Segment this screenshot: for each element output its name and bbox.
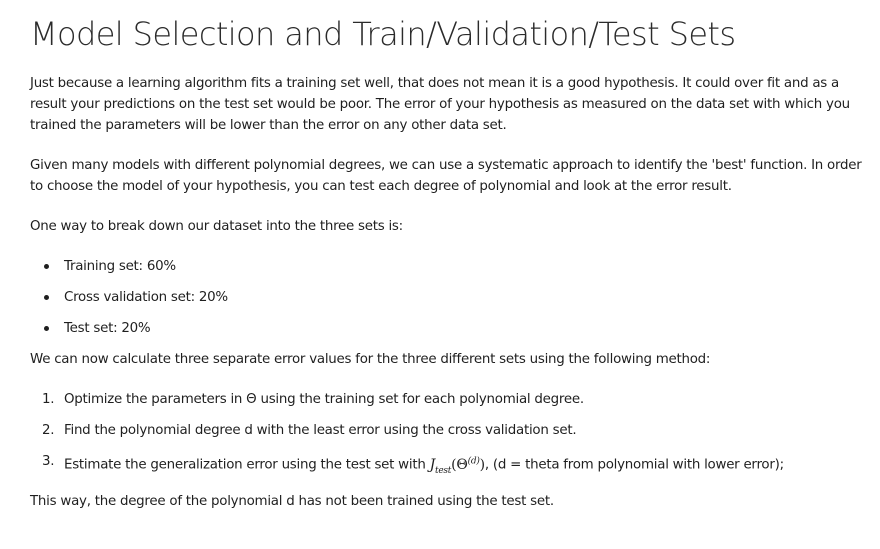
math-j: J — [429, 456, 436, 473]
step-text: Find the polynomial degree d with the le… — [64, 423, 577, 438]
breakdown-paragraph: One way to break down our dataset into t… — [30, 219, 403, 234]
step-number: 1. — [42, 392, 55, 407]
math-superscript: (d) — [467, 456, 480, 466]
intro-paragraph: Just because a learning algorithm fits a… — [30, 76, 850, 133]
math-close: ) — [479, 456, 485, 473]
step-text-after: , (d = theta from polynomial with lower … — [484, 457, 784, 473]
page-title: Model Selection and Train/Validation/Tes… — [30, 15, 736, 53]
conclusion-paragraph: This way, the degree of the polynomial d… — [30, 494, 554, 510]
models-paragraph: Given many models with different polynom… — [30, 158, 862, 194]
list-item-text: Cross validation set: 20% — [64, 290, 228, 305]
math-theta: (Θ — [451, 456, 468, 473]
bullet-icon — [44, 264, 49, 269]
list-item-text: Training set: 60% — [64, 259, 176, 274]
step-text: Optimize the parameters in Θ using the t… — [64, 392, 584, 407]
list-item: Cross validation set: 20% — [30, 287, 862, 308]
dataset-split-list: Training set: 60% Cross validation set: … — [30, 256, 862, 339]
list-item: 2. Find the polynomial degree d with the… — [30, 420, 862, 441]
list-item: 1. Optimize the parameters in Θ using th… — [30, 389, 862, 410]
bullet-icon — [44, 326, 49, 331]
list-item: Test set: 20% — [30, 318, 862, 339]
math-subscript: test — [434, 465, 452, 476]
list-item: 3. Estimate the generalization error usi… — [30, 451, 862, 481]
method-steps-list: 1. Optimize the parameters in Θ using th… — [30, 389, 862, 481]
step-text-before: Estimate the generalization error using … — [64, 457, 430, 473]
method-paragraph: We can now calculate three separate erro… — [30, 352, 711, 367]
math-formula: Jtest(Θ(d)) — [429, 456, 486, 476]
step-number: 2. — [42, 423, 55, 438]
list-item-text: Test set: 20% — [64, 321, 151, 336]
step-number: 3. — [42, 454, 55, 469]
bullet-icon — [44, 295, 49, 300]
list-item: Training set: 60% — [30, 256, 862, 277]
